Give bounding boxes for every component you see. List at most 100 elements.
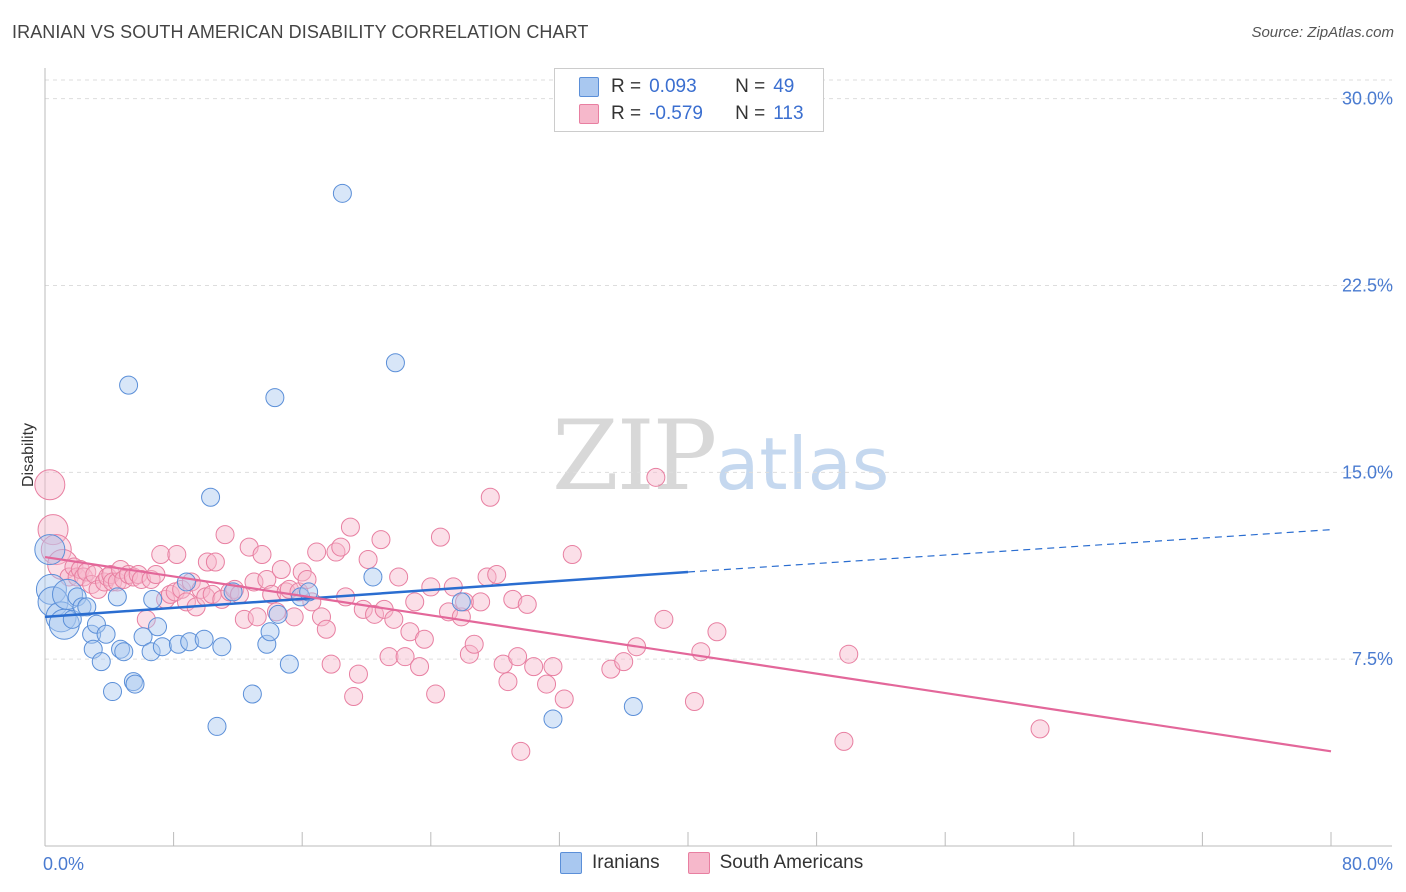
south-american-points xyxy=(34,467,1050,761)
tick-labels: 7.5% 15.0% 22.5% 30.0% 0.0% 80.0% xyxy=(43,89,1393,874)
watermark-zip: ZIP xyxy=(552,400,717,512)
south-american-point xyxy=(414,629,434,649)
iranian-point xyxy=(91,652,111,672)
south-american-trend-line xyxy=(44,555,1332,753)
iranian-point xyxy=(148,617,168,637)
iranian-point xyxy=(201,487,221,507)
iranian-point xyxy=(279,654,299,674)
iranian-point xyxy=(72,597,92,617)
south-american-point xyxy=(340,517,360,537)
legend-r-label: R = xyxy=(611,76,642,97)
south-american-point xyxy=(405,592,425,612)
x-tick-label: 0.0% xyxy=(43,854,84,874)
south-american-point xyxy=(646,467,666,487)
grid-lines xyxy=(45,79,1392,660)
iranian-point xyxy=(107,587,127,607)
south-american-point xyxy=(480,487,500,507)
south-american-point xyxy=(284,607,304,627)
south-american-point xyxy=(707,622,727,642)
correlation-legend: R = 0.093 N = 49 R = -0.579 N = 113 xyxy=(554,68,824,132)
iranian-point xyxy=(119,375,139,395)
south-american-point xyxy=(426,684,446,704)
south-american-point xyxy=(543,657,563,677)
iranian-point xyxy=(265,388,285,408)
legend-item-iranians[interactable]: Iranians xyxy=(560,852,660,874)
iranian-point xyxy=(77,597,97,617)
legend-r-value: -0.579 xyxy=(649,103,703,124)
south-american-point xyxy=(464,634,484,654)
watermark-atlas: atlas xyxy=(715,422,890,506)
iranian-point xyxy=(623,697,643,717)
legend-swatch-iranians xyxy=(579,77,599,97)
y-tick-label: 7.5% xyxy=(1352,649,1393,669)
south-american-point xyxy=(430,527,450,547)
legend-row-iranians: R = 0.093 N = 49 xyxy=(579,74,794,100)
legend-item-south-americans[interactable]: South Americans xyxy=(687,852,864,874)
south-american-point xyxy=(307,542,327,562)
series-legend: Iranians South Americans xyxy=(560,852,891,874)
iranian-point xyxy=(133,627,153,647)
south-american-point xyxy=(487,564,507,584)
south-american-point xyxy=(395,647,415,667)
iranian-point xyxy=(363,567,383,587)
iranian-point xyxy=(207,716,227,736)
south-american-point xyxy=(257,569,277,589)
south-american-point xyxy=(365,604,385,624)
south-american-point xyxy=(37,514,69,546)
south-american-point xyxy=(321,654,341,674)
south-american-point xyxy=(151,545,171,565)
south-american-point xyxy=(503,589,523,609)
iranian-point xyxy=(125,674,145,694)
iranian-point xyxy=(111,639,131,659)
south-american-point xyxy=(344,687,364,707)
south-american-point xyxy=(131,569,151,589)
iranian-point xyxy=(223,582,243,602)
trend-lines xyxy=(44,529,1332,753)
iranian-point xyxy=(176,572,196,592)
iranian-point xyxy=(260,622,280,642)
south-american-point xyxy=(511,741,531,761)
south-american-point xyxy=(410,657,430,677)
south-american-point xyxy=(554,689,574,709)
south-american-point xyxy=(614,652,634,672)
south-american-point xyxy=(654,609,674,629)
iranian-point xyxy=(194,629,214,649)
south-american-point xyxy=(834,731,854,751)
south-americans-label: South Americans xyxy=(719,852,864,873)
legend-n-label: N = xyxy=(735,76,766,97)
iranian-point xyxy=(242,684,262,704)
legend-r-value: 0.093 xyxy=(649,76,697,97)
south-american-point xyxy=(524,657,544,677)
south-american-point xyxy=(371,530,391,550)
south-american-point xyxy=(421,577,441,597)
south-american-point xyxy=(167,545,187,565)
y-axis-label: Disability xyxy=(20,423,37,487)
south-american-point xyxy=(384,609,404,629)
iranian-trend-extension xyxy=(687,529,1332,573)
iranian-point xyxy=(34,534,66,566)
legend-row-south-americans: R = -0.579 N = 113 xyxy=(579,101,804,127)
south-american-point xyxy=(562,545,582,565)
iranian-trend-line xyxy=(44,570,689,619)
south-american-point xyxy=(517,594,537,614)
south-american-point xyxy=(205,552,225,572)
watermark: ZIPatlas xyxy=(552,400,889,512)
south-american-point xyxy=(471,592,491,612)
south-american-point xyxy=(197,552,217,572)
south-american-point xyxy=(498,672,518,692)
south-american-point xyxy=(34,469,66,501)
iranian-point xyxy=(180,632,200,652)
iranian-point xyxy=(141,642,161,662)
chart-title: IRANIAN VS SOUTH AMERICAN DISABILITY COR… xyxy=(12,22,589,42)
iranian-point xyxy=(451,592,471,612)
source-label: Source: ZipAtlas.com xyxy=(1251,24,1394,41)
south-american-point xyxy=(316,619,336,639)
south-american-point xyxy=(74,567,94,587)
y-tick-label: 22.5% xyxy=(1342,276,1393,296)
iranian-point xyxy=(257,634,277,654)
south-american-point xyxy=(160,584,180,604)
iranian-point xyxy=(103,682,123,702)
legend-n-value: 113 xyxy=(773,103,804,124)
south-american-point xyxy=(537,674,557,694)
